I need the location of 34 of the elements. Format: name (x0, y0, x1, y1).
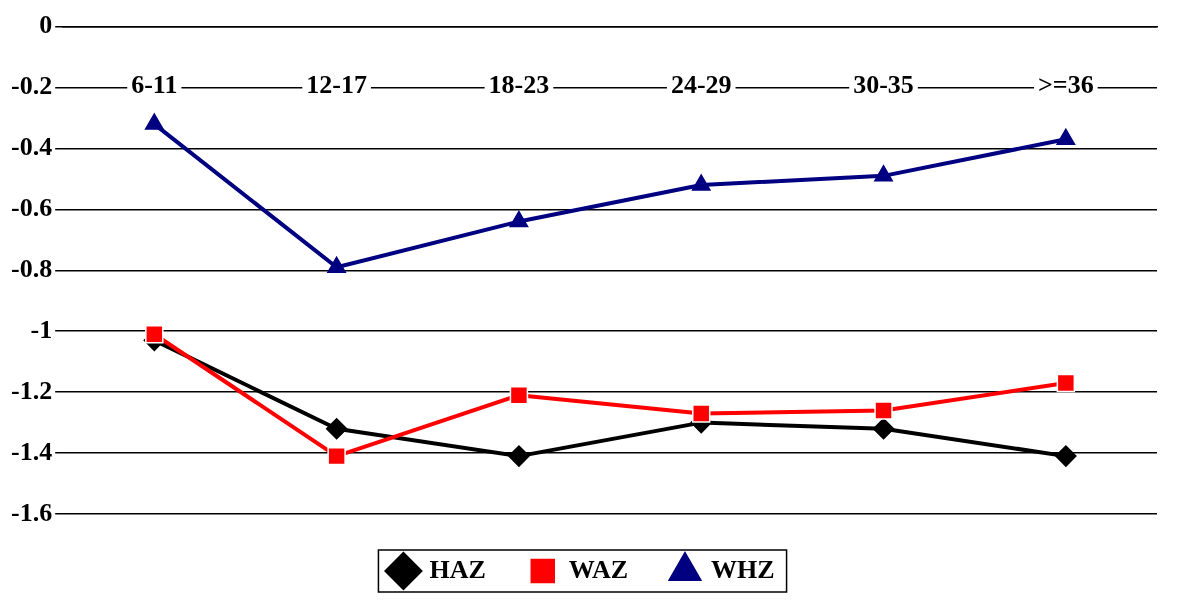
legend-label: WHZ (711, 554, 775, 584)
point (874, 165, 893, 182)
x-tick-label: 24-29 (670, 70, 732, 100)
y-tick-label: -0.4 (10, 132, 53, 162)
point (325, 417, 348, 440)
legend-label: HAZ (429, 554, 486, 584)
point (327, 256, 347, 273)
x-tick-label: 18-23 (488, 70, 550, 100)
point (1056, 128, 1076, 146)
legend-label: WAZ (568, 554, 629, 584)
y-tick-label: -1 (30, 314, 53, 344)
y-tick-label: -0.6 (10, 193, 53, 223)
point (1055, 445, 1077, 467)
x-tick-label: >=36 (1038, 70, 1094, 100)
y-tick-label: -0.2 (10, 71, 53, 101)
x-tick-label: 6-11 (131, 70, 178, 100)
point (509, 210, 529, 228)
point (872, 417, 895, 440)
point (144, 113, 164, 130)
point (692, 404, 711, 423)
x-tick-label: 30-35 (853, 70, 914, 100)
point (508, 445, 530, 467)
x-tick-label: 12-17 (306, 70, 367, 100)
y-tick-label: -1.4 (10, 436, 53, 466)
point (145, 325, 164, 344)
y-tick-label: 0 (39, 10, 53, 40)
y-tick-label: -1.2 (10, 375, 53, 405)
point (327, 446, 346, 466)
y-tick-label: -1.6 (10, 497, 53, 527)
y-tick-label: -0.8 (10, 254, 53, 284)
point (874, 401, 893, 420)
point (1056, 373, 1076, 393)
point (509, 385, 529, 405)
point (691, 174, 711, 191)
